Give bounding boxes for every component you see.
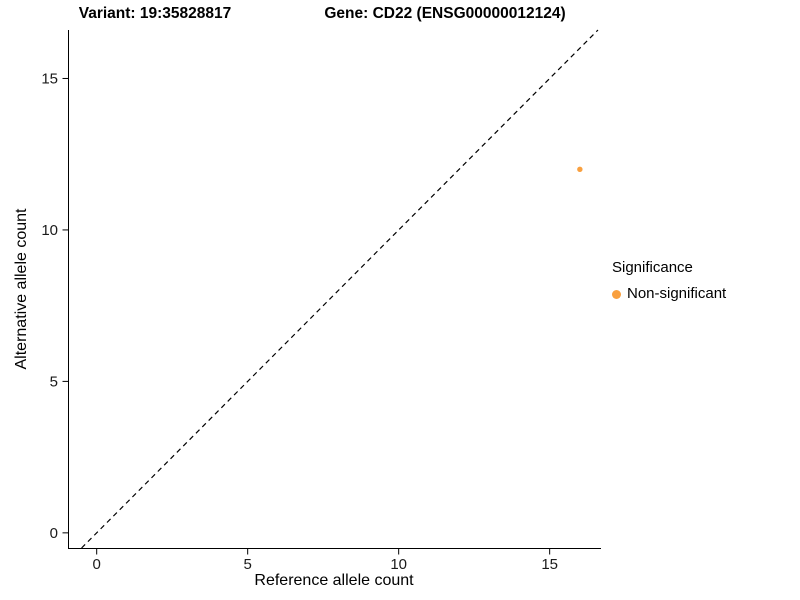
legend-title: Significance [612, 259, 693, 276]
legend-entry-label: Non-significant [627, 285, 727, 302]
x-tick-label: 0 [93, 556, 101, 573]
x-axis-label: Reference allele count [254, 572, 414, 589]
data-point [577, 166, 583, 173]
x-tick-label: 5 [244, 556, 252, 573]
identity-line [81, 29, 599, 549]
y-tick-label: 5 [50, 373, 58, 390]
legend-point-icon [612, 289, 621, 299]
y-axis-label: Alternative allele count [13, 208, 30, 370]
plot-title-variant: Variant: 19:35828817 [78, 5, 232, 22]
y-tick-label: 15 [41, 70, 58, 87]
y-tick-label: 10 [41, 222, 58, 239]
x-tick-label: 15 [541, 556, 558, 573]
plot-title-gene: Gene: CD22 (ENSG00000012124) [324, 5, 566, 22]
y-tick-label: 0 [50, 525, 58, 542]
x-tick-label: 10 [390, 556, 407, 573]
legend-entry: Non-significant [612, 285, 726, 303]
legend: Significance Non-significant [612, 258, 726, 303]
